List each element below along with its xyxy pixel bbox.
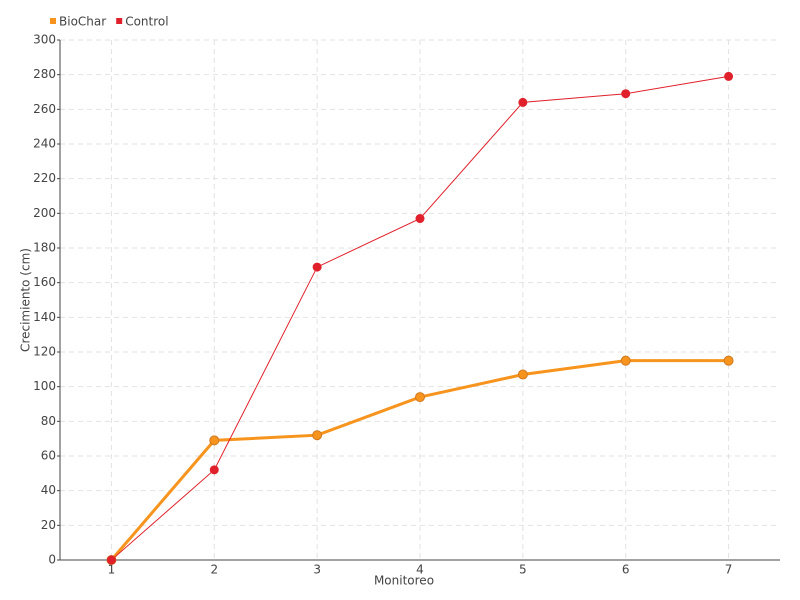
y-tick-label: 300 [33,33,56,47]
data-point [312,262,322,272]
y-tick-label: 160 [33,275,56,289]
data-point [106,555,116,565]
legend-swatch [116,18,123,24]
x-tick-label: 2 [210,563,218,577]
y-axis-label: Crecimiento (cm) [19,248,33,352]
data-point [724,71,734,81]
y-tick-label: 80 [41,414,56,428]
y-tick-label: 60 [41,449,56,463]
x-tick-label: 1 [108,563,116,577]
data-point [517,369,528,380]
y-tick-label: 220 [33,171,56,185]
y-tick-label: 180 [33,241,56,255]
legend-label: BioChar [59,15,106,29]
y-tick-label: 280 [33,67,56,81]
data-point [209,465,219,475]
y-tick-label: 100 [33,379,56,393]
x-tick-label: 3 [313,563,321,577]
y-tick-label: 0 [48,553,56,567]
legend-label: Control [125,15,168,29]
legend-swatch [50,18,56,24]
data-point [415,214,425,224]
y-tick-label: 40 [41,483,56,497]
data-point [621,89,631,99]
data-point [312,430,323,441]
y-tick-label: 200 [33,206,56,220]
y-tick-label: 240 [33,137,56,151]
data-point [620,355,631,366]
y-tick-label: 120 [33,345,56,359]
data-point [723,355,734,366]
y-tick-label: 260 [33,102,56,116]
data-point [209,435,220,446]
data-point [415,392,425,403]
x-axis-label: Monitoreo [374,574,434,588]
x-tick-label: 5 [519,563,527,577]
x-tick-label: 4 [416,563,424,577]
y-tick-label: 140 [33,310,56,324]
data-point [518,97,528,107]
y-tick-label: 20 [41,518,56,532]
x-tick-label: 6 [622,563,630,577]
x-tick-label: 7 [725,563,733,577]
